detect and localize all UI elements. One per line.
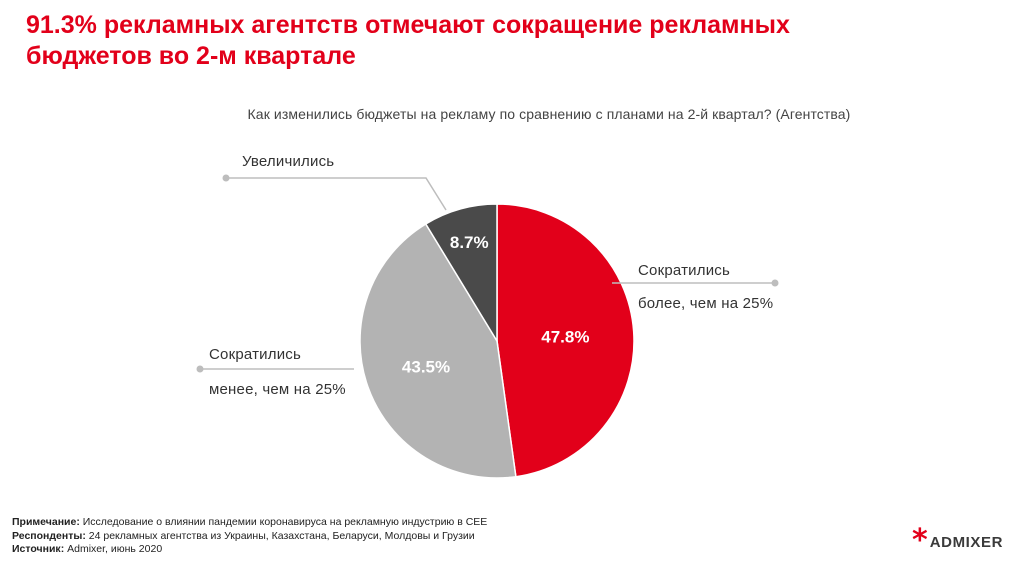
footnote-source: Источник: Admixer, июнь 2020 [12,543,487,557]
footnote-source-label: Источник: [12,543,65,555]
footnote-note-label: Примечание: [12,516,80,528]
value-decreased-more: 47.8% [541,327,589,346]
footnote-respondents: Респонденты: 24 рекламных агентства из У… [12,530,487,544]
leader-decreased-more-dot [771,279,779,287]
value-decreased-less: 43.5% [402,357,450,376]
slice-decreased-more [496,203,635,478]
leader-increased-line [226,177,447,211]
slice-increased [424,203,498,344]
footnote-respondents-text: 24 рекламных агентства из Украины, Казах… [85,529,475,542]
value-increased: 8.7% [450,233,489,252]
logo-text: ADMIXER [929,533,1004,551]
label-decreased-more-line1: Сократились [638,262,730,279]
footnote: Примечание: Исследование о влиянии панде… [12,516,487,557]
page-title: 91.3% рекламных агентств отмечают сокращ… [26,11,790,70]
label-decreased-less-line1: Сократились [209,346,301,363]
footnote-note: Примечание: Исследование о влиянии панде… [12,516,487,530]
label-increased: Увеличились [242,153,335,170]
leader-decreased-less-dot [196,365,204,373]
chart-question: Как изменились бюджеты на рекламу по сра… [247,106,851,122]
slice-decreased-less [359,222,517,479]
asterisk-icon: * [912,523,928,558]
label-decreased-less-line2: менее, чем на 25% [209,381,346,398]
footnote-respondents-label: Респонденты: [12,529,86,542]
footnote-note-text: Исследование о влиянии пандемии коронави… [79,516,488,528]
admixer-logo: * ADMIXER [912,523,1004,558]
label-decreased-more-line2: более, чем на 25% [638,295,774,312]
footnote-source-text: Admixer, июнь 2020 [64,543,163,555]
leader-increased-dot [222,174,230,182]
